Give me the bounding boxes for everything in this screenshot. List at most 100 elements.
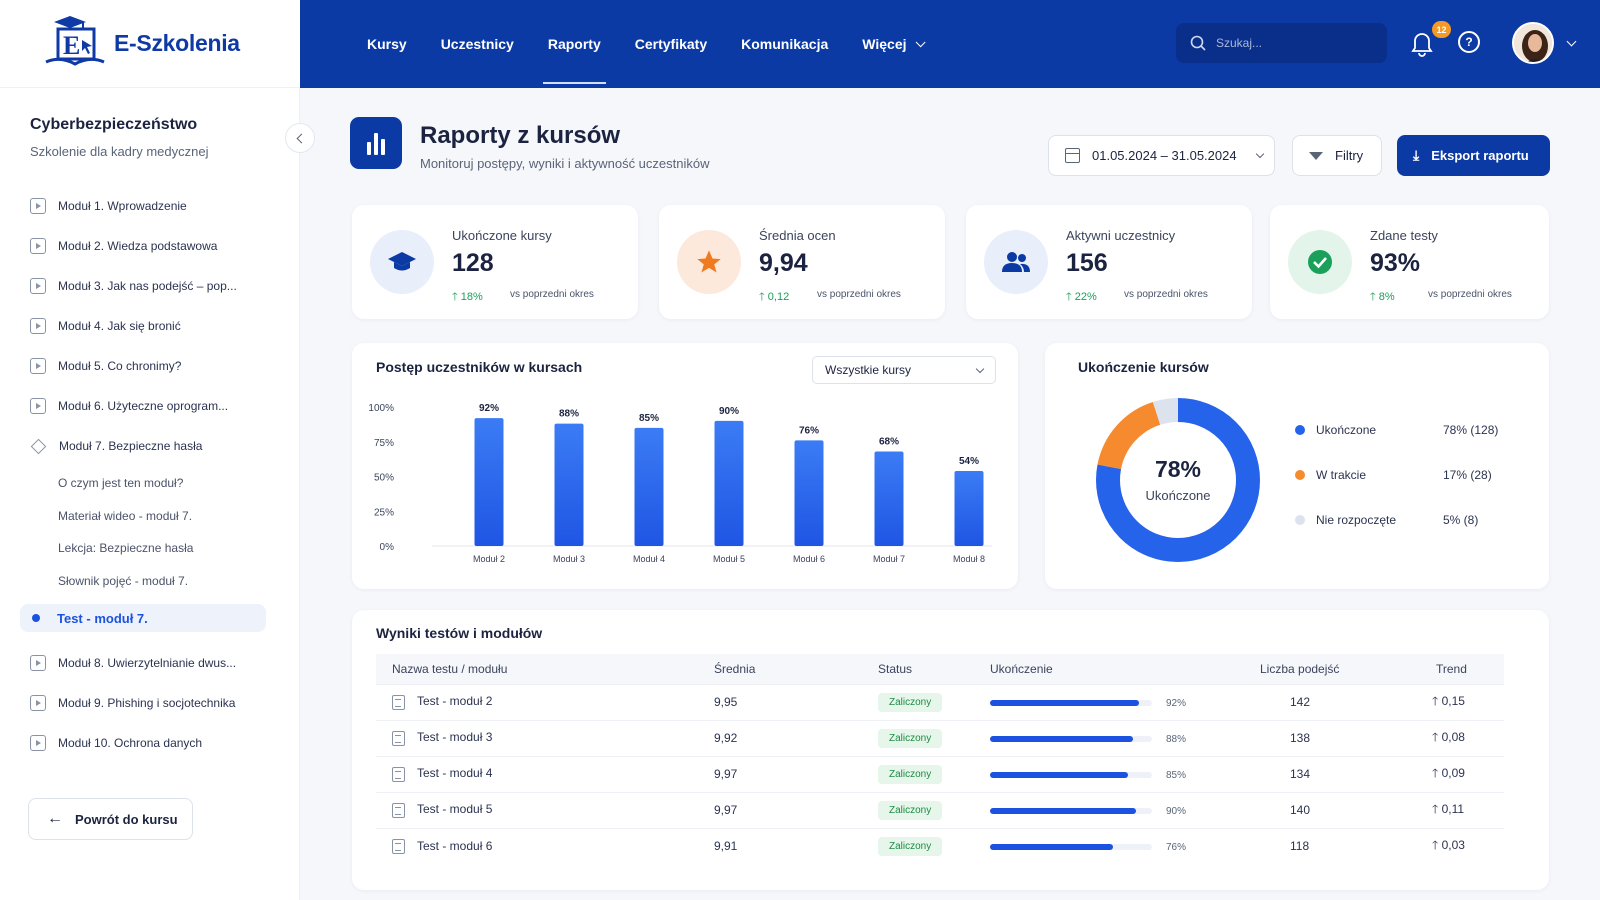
table-row[interactable]: Test - moduł 4 9,97 Zaliczony 85% 134 🡑 0,09	[376, 755, 1504, 792]
svg-text:E: E	[63, 31, 80, 60]
report-chart-icon	[350, 117, 402, 169]
filter-icon	[1309, 151, 1323, 160]
chevron-down-icon[interactable]	[1566, 36, 1577, 47]
kpi-value: 9,94	[759, 249, 808, 277]
sidebar-sub-item[interactable]: O czym jest ten moduł?	[58, 476, 184, 490]
status-badge: Zaliczony	[878, 728, 943, 748]
arrow-up-icon: 🡑	[1432, 801, 1442, 816]
play-icon	[30, 278, 46, 294]
search-input[interactable]	[1216, 36, 1366, 50]
arrow-up-icon: 🡑	[1432, 765, 1442, 780]
legend-label: Nie rozpoczęte	[1316, 513, 1397, 527]
module-label: Moduł 6. Użyteczne oprogram...	[58, 399, 229, 413]
table-row[interactable]: Test - moduł 5 9,97 Zaliczony 90% 140 🡑 0,11	[376, 791, 1504, 828]
sidebar-module-6[interactable]: Moduł 6. Użyteczne oprogram...	[30, 398, 228, 414]
y-tick-label: 50%	[374, 473, 394, 484]
sidebar-module-5[interactable]: Moduł 5. Co chronimy?	[30, 358, 181, 374]
test-name: Test - moduł 5	[417, 802, 493, 817]
sidebar-module-7[interactable]: Moduł 7. Bezpieczne hasła	[30, 438, 202, 454]
cell-attempts: 118	[1256, 827, 1426, 864]
bar-value-label: 92%	[479, 403, 499, 414]
sidebar-module-10[interactable]: Moduł 10. Ochrona danych	[30, 735, 202, 751]
cell-completion: 92%	[976, 683, 1256, 720]
nav-kursy[interactable]: Kursy	[350, 0, 424, 88]
avatar[interactable]	[1512, 22, 1554, 64]
kpi-card-completed-courses: Ukończone kursy 128 🡑 18% vs poprzedni o…	[352, 205, 638, 319]
collapse-sidebar-button[interactable]	[285, 123, 315, 153]
kpi-card-passed-tests: Zdane testy 93% 🡑 8% vs poprzedni okres	[1270, 205, 1549, 319]
logo-book-icon: E	[45, 15, 105, 66]
filters-button[interactable]: Filtry	[1292, 135, 1382, 176]
completion-progress-fill	[990, 735, 1133, 742]
completion-label: 85%	[1166, 770, 1187, 781]
status-badge: Zaliczony	[878, 836, 943, 856]
kpi-change: 🡑 8%	[1370, 288, 1395, 307]
kpi-card-active-participants: Aktywni uczestnicy 156 🡑 22% vs poprzedn…	[966, 205, 1252, 319]
cell-attempts: 134	[1256, 755, 1426, 792]
kpi-value: 93%	[1370, 249, 1421, 277]
course-filter-select[interactable]: Wszystkie kursy	[812, 356, 996, 384]
sidebar-sub-item[interactable]: Lekcja: Bezpieczne hasła	[58, 541, 194, 555]
page-subtitle: Monitoruj postępy, wyniki i aktywność uc…	[420, 156, 710, 171]
star-icon	[677, 230, 741, 294]
arrow-up-icon: 🡑	[1066, 291, 1075, 303]
sidebar-module-4[interactable]: Moduł 4. Jak się bronić	[30, 318, 181, 334]
sidebar-module-8[interactable]: Moduł 8. Uwierzytelnianie dwus...	[30, 655, 236, 671]
notification-badge: 12	[1432, 21, 1451, 38]
sidebar-active-item[interactable]: Test - moduł 7.	[20, 604, 266, 632]
completion-progress-bar	[990, 699, 1152, 706]
status-badge: Zaliczony	[878, 692, 943, 712]
results-title: Wyniki testów i modułów	[376, 625, 543, 641]
y-tick-label: 0%	[380, 542, 395, 553]
column-header: Ukończenie	[990, 661, 1053, 676]
progress-chart-title: Postęp uczestników w kursach	[376, 359, 583, 375]
test-name: Test - moduł 2	[417, 694, 493, 709]
back-to-course-button[interactable]: ← Powrót do kursu	[28, 798, 193, 840]
bar-value-label: 54%	[959, 456, 979, 467]
play-icon	[30, 358, 46, 374]
table-row[interactable]: Test - moduł 6 9,91 Zaliczony 76% 118 🡑 0,03	[376, 827, 1504, 864]
nav-komunikacja[interactable]: Komunikacja	[724, 0, 845, 88]
table-row[interactable]: Test - moduł 2 9,95 Zaliczony 92% 142 🡑 0,15	[376, 683, 1504, 720]
column-header: Trend	[1436, 661, 1467, 676]
x-tick-label: Moduł 4	[633, 554, 665, 564]
cell-attempts: 140	[1256, 791, 1426, 828]
date-range-picker[interactable]: 01.05.2024 – 31.05.2024	[1048, 135, 1275, 176]
sidebar-module-3[interactable]: Moduł 3. Jak nas podejść – pop...	[30, 278, 237, 294]
search-box[interactable]	[1176, 23, 1387, 63]
module-label: Moduł 5. Co chronimy?	[58, 359, 182, 373]
logo[interactable]: E E-Szkolenia	[0, 0, 300, 88]
nav-raporty[interactable]: Raporty	[531, 0, 618, 88]
column-header: Status	[878, 661, 913, 676]
completion-progress-fill	[990, 844, 1114, 851]
help-icon[interactable]: ?	[1458, 31, 1480, 53]
arrow-up-icon: 🡑	[1370, 291, 1379, 303]
nav-certyfikaty[interactable]: Certyfikaty	[618, 0, 724, 88]
arrow-left-icon: ←	[47, 810, 63, 827]
donut-center-label: Ukończone	[1145, 488, 1211, 503]
table-row[interactable]: Test - moduł 3 9,92 Zaliczony 88% 138 🡑 0,08	[376, 719, 1504, 756]
chevron-left-icon	[296, 133, 307, 143]
download-icon: ⤓	[1413, 147, 1420, 163]
sidebar-sub-item[interactable]: Materiał wideo - moduł 7.	[58, 509, 193, 523]
cell-average: 9,97	[706, 791, 846, 828]
sidebar-module-1[interactable]: Moduł 1. Wprowadzenie	[30, 198, 187, 214]
y-tick-label: 25%	[374, 507, 394, 518]
cell-trend: 🡑 0,03	[1426, 827, 1504, 864]
sidebar-module-2[interactable]: Moduł 2. Wiedza podstawowa	[30, 238, 217, 254]
table-header-row: Nazwa testu / modułu Średnia Status Ukoń…	[376, 654, 1504, 684]
cell-status: Zaliczony	[846, 683, 976, 720]
module-label: Moduł 9. Phishing i socjotechnika	[58, 696, 236, 710]
export-report-button[interactable]: ⤓ Eksport raportu	[1397, 135, 1550, 176]
nav-wiecej[interactable]: Więcej	[845, 0, 938, 88]
x-tick-label: Moduł 6	[793, 554, 825, 564]
cell-trend: 🡑 0,15	[1426, 683, 1504, 720]
document-icon	[392, 730, 405, 746]
bar-value-label: 88%	[559, 409, 579, 420]
cell-average: 9,95	[706, 683, 846, 720]
sidebar-module-9[interactable]: Moduł 9. Phishing i socjotechnika	[30, 695, 235, 711]
x-tick-label: Moduł 3	[553, 554, 585, 564]
bell-icon[interactable]	[1408, 28, 1436, 58]
nav-uczestnicy[interactable]: Uczestnicy	[424, 0, 531, 88]
sidebar-sub-item[interactable]: Słownik pojęć - moduł 7.	[58, 574, 189, 588]
